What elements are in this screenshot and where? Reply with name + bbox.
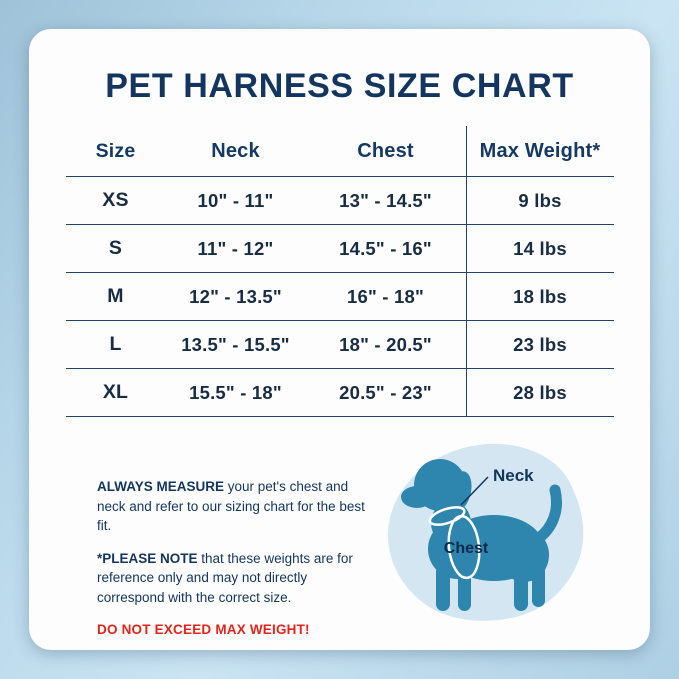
column-header-max-weight: Max Weight* [465,126,614,176]
note-please-note-text: that these weights are for reference onl… [97,550,353,605]
neck-leader-line [460,476,489,506]
chest-cell: 18" - 20.5" [339,333,432,355]
note-always-measure: ALWAYS MEASURE your pet's chest and neck… [97,477,374,536]
note-please-note: *PLEASE NOTE that these weights are for … [97,549,374,608]
max-weight-cell: 9 lbs [465,177,614,224]
table-row-s: S 11" - 12" 14.5" - 16" 14 lbs [65,225,614,273]
dog-measurement-svg: Neck Chest [388,443,584,621]
max-weight-cell: 23 lbs [465,321,614,368]
chest-cell: 16" - 18" [347,285,424,307]
table-header-row: Size Neck Chest Max Weight* [65,126,614,177]
neck-measure-ellipse [428,506,466,526]
notes-block: ALWAYS MEASURE your pet's chest and neck… [97,477,374,653]
neck-cell: 13.5" - 15.5" [181,333,290,355]
size-table: Size Neck Chest Max Weight* XS 10" - 11"… [65,126,614,417]
chest-measure-ellipse [447,514,481,580]
column-header-chest: Chest [357,139,414,162]
table-row-m: M 12" - 13.5" 16" - 18" 18 lbs [65,273,614,321]
max-weight-cell: 14 lbs [465,225,614,272]
neck-cell: 10" - 11" [197,189,274,211]
chest-cell: 20.5" - 23" [339,381,432,403]
chest-cell: 13" - 14.5" [339,189,432,211]
dog-illustration: Neck Chest [374,433,612,653]
note-always-measure-bold: ALWAYS MEASURE [97,479,225,494]
size-cell: XS [102,189,129,211]
page-title: PET HARNESS SIZE CHART [105,67,574,105]
size-cell: L [109,333,122,355]
size-chart-card: PET HARNESS SIZE CHART Size Neck Chest M… [29,29,650,650]
table-row-l: L 13.5" - 15.5" 18" - 20.5" 23 lbs [65,321,614,369]
table-row-xs: XS 10" - 11" 13" - 14.5" 9 lbs [65,177,614,225]
size-cell: S [108,237,123,259]
max-weight-cell: 18 lbs [465,273,614,320]
max-weight-cell: 28 lbs [465,369,614,416]
dog-silhouette [401,459,562,611]
neck-label: Neck [493,466,534,485]
size-cell: M [107,285,124,307]
note-always-measure-text: your pet's chest and neck and refer to o… [97,479,365,534]
table-row-xl: XL 15.5" - 18" 20.5" - 23" 28 lbs [65,369,614,417]
chest-cell: 14.5" - 16" [339,237,432,259]
size-cell: XL [102,381,129,403]
footer-section: ALWAYS MEASURE your pet's chest and neck… [65,433,614,653]
column-header-neck: Neck [211,139,260,162]
neck-cell: 15.5" - 18" [189,381,282,403]
chest-label: Chest [444,540,489,557]
neck-cell: 11" - 12" [197,237,274,259]
max-weight-warning: DO NOT EXCEED MAX WEIGHT! [97,622,310,638]
column-header-size: Size [95,139,136,162]
note-please-note-bold: *PLEASE NOTE [97,550,198,566]
neck-cell: 12" - 13.5" [189,285,282,307]
